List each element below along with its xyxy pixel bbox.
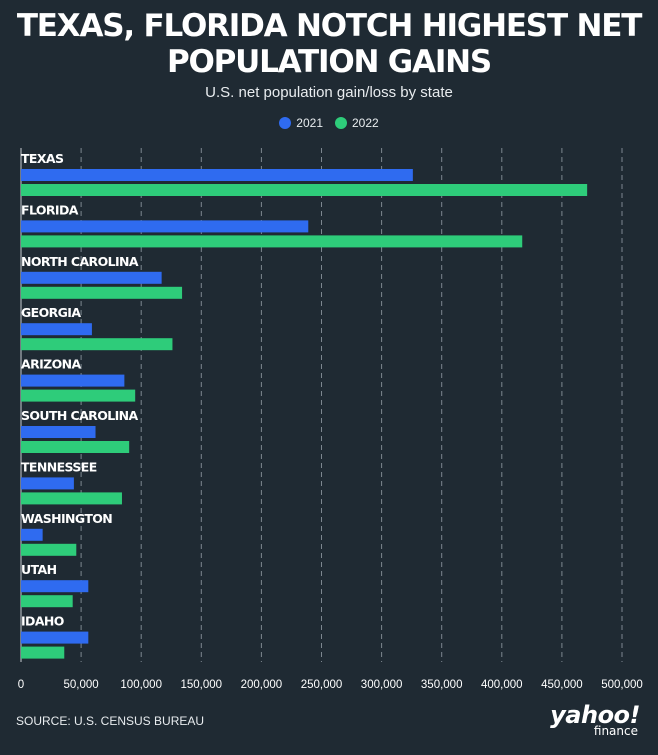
legend: 2021 2022 (0, 116, 658, 130)
category-label: WASHINGTON (21, 511, 112, 526)
x-tick-label: 100,000 (120, 679, 162, 691)
bar-2021 (21, 477, 74, 490)
legend-swatch-2021 (279, 117, 292, 129)
x-tick-label: 300,000 (361, 679, 403, 691)
bar-2021 (21, 631, 89, 644)
bar-2022 (21, 595, 73, 608)
bar-2021 (21, 374, 125, 387)
bar-2022 (21, 492, 122, 505)
category-label: GEORGIA (21, 305, 81, 320)
x-tick-label: 350,000 (421, 679, 463, 691)
bar-2022 (21, 184, 588, 196)
category-label: UTAH (21, 562, 57, 577)
category-label: NORTH CAROLINA (21, 254, 139, 269)
bar-2022 (21, 286, 183, 299)
category-label: TENNESSEE (21, 459, 97, 474)
bar-2022 (21, 389, 136, 402)
chart-subtitle: U.S. net population gain/loss by state (205, 84, 453, 101)
legend-label-2021: 2021 (296, 116, 323, 130)
x-tick-label: 50,000 (64, 679, 99, 691)
bar-2021 (21, 528, 43, 541)
x-tick-label: 250,000 (301, 679, 343, 691)
x-tick-label: 450,000 (541, 679, 583, 691)
logo-sub: finance (593, 724, 638, 738)
bar-2022 (21, 441, 130, 453)
bar-2021 (21, 323, 92, 336)
category-label: IDAHO (21, 614, 64, 629)
bar-2022 (21, 338, 173, 351)
x-tick-label: 0 (18, 679, 24, 691)
yahoo-finance-logo: yahoo! finance (550, 703, 640, 737)
bar-2021 (21, 169, 413, 181)
category-label: FLORIDA (21, 202, 79, 217)
logo-brand: yahoo! (550, 701, 640, 729)
legend-swatch-2022 (335, 117, 347, 129)
bar-chart: 0 50,000 100,000 150,000 200,000 250,000 300,0… (18, 148, 643, 691)
bar-2021 (21, 220, 309, 233)
x-tick-label: 400,000 (481, 679, 523, 691)
bar-2021 (21, 426, 96, 438)
x-tick-label: 200,000 (241, 679, 283, 691)
bar-2021 (21, 271, 162, 284)
legend-item-2021: 2021 (279, 116, 323, 130)
legend-item-2022: 2022 (335, 116, 379, 130)
x-tick-label: 500,000 (601, 679, 643, 691)
source-note: SOURCE: U.S. CENSUS BUREAU (16, 714, 205, 728)
legend-label-2022: 2022 (352, 116, 379, 130)
bar-2021 (21, 580, 89, 593)
bar-2022 (21, 646, 65, 659)
category-label: ARIZONA (21, 357, 82, 372)
category-label: TEXAS (21, 151, 64, 166)
bar-2022 (21, 235, 523, 248)
chart-title: TEXAS, FLORIDA NOTCH HIGHEST NET POPULAT… (16, 8, 643, 80)
bar-2022 (21, 543, 77, 556)
category-label: SOUTH CAROLINA (21, 408, 138, 423)
x-tick-label: 150,000 (181, 679, 223, 691)
